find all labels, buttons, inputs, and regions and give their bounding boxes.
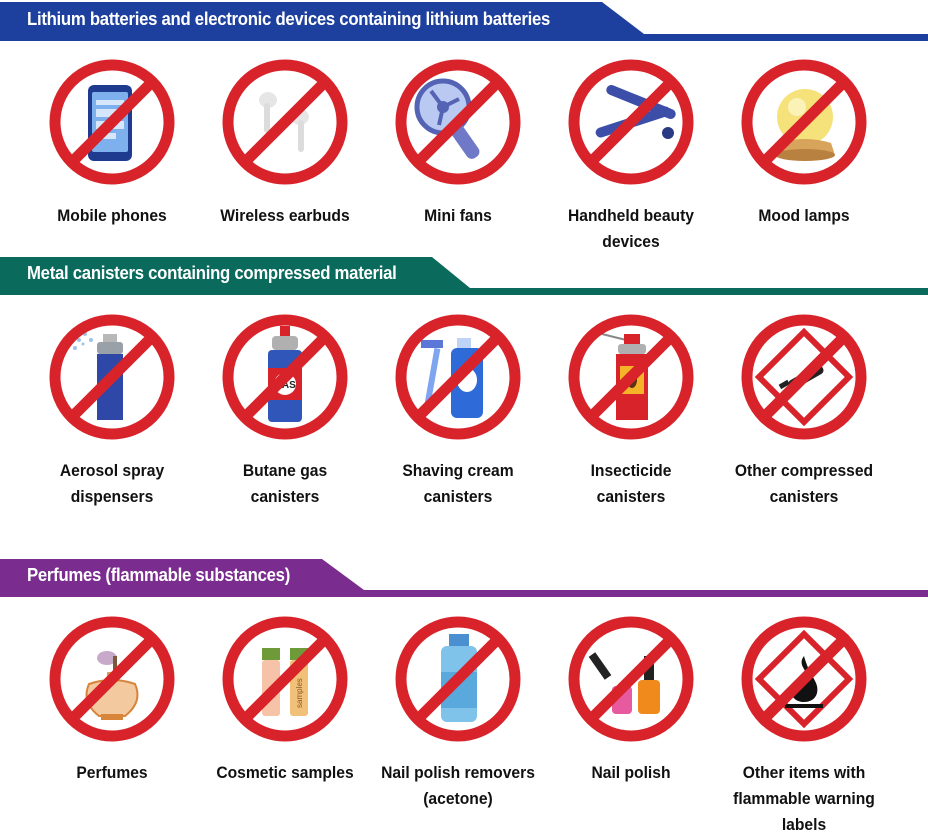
banner-shape: [0, 559, 928, 597]
item-label: Wireless earbuds: [220, 206, 350, 225]
banner-shape: [0, 2, 928, 41]
item-label: Handheld beauty devices: [567, 206, 695, 251]
item-label-line-2: (acetone): [423, 789, 493, 808]
section-banner-canisters: Metal canisters containing compressed ma…: [0, 257, 928, 301]
item-label: Mood lamps: [758, 206, 850, 225]
sample-text: samples: [295, 678, 304, 708]
cosmetic-samples-icon: samples: [222, 616, 348, 742]
item-label: Perfumes: [76, 763, 148, 782]
item-label-line-2: canisters: [250, 487, 320, 506]
item-label-line-1: Aerosol spray: [59, 461, 165, 480]
wireless-earbuds-icon: [222, 59, 348, 185]
section-banner-perfumes: Perfumes (flammable substances): [0, 559, 928, 603]
perfume-bottle-icon: [49, 616, 175, 742]
shaving-cream-icon: [395, 314, 521, 440]
gas-canister-icon: GAS: [222, 314, 348, 440]
gas-can-text: GAS: [274, 380, 296, 391]
insecticide-canister-icon: [568, 314, 694, 440]
item-label-line-1: Nail polish removers: [381, 763, 535, 782]
item-label: Nail polish: [591, 763, 671, 782]
item-label-line-2: dispensers: [70, 487, 154, 506]
mobile-phone-icon: [49, 59, 175, 185]
item-label-line-2: canisters: [596, 487, 666, 506]
item-label: Mobile phones: [57, 206, 167, 225]
mood-lamp-icon: [741, 59, 867, 185]
aerosol-spray-icon: [49, 314, 175, 440]
nail-polish-remover-icon: [395, 616, 521, 742]
section-title: Lithium batteries and electronic devices…: [27, 9, 551, 29]
item-label-line-1: Shaving cream: [402, 461, 514, 480]
section-title: Metal canisters containing compressed ma…: [27, 263, 397, 283]
nail-polish-icon: [568, 616, 694, 742]
item-label-line-2: flammable warning labels: [733, 789, 875, 834]
compressed-gas-hazard-icon: [741, 314, 867, 440]
item-label-line-2: canisters: [423, 487, 493, 506]
banner-shape: [0, 257, 928, 295]
item-label-line-2: canisters: [769, 487, 839, 506]
flammable-hazard-icon: [741, 616, 867, 742]
mini-fan-icon: [395, 59, 521, 185]
hair-straightener-icon: [568, 59, 694, 185]
item-label: Mini fans: [424, 206, 492, 225]
item-label-line-1: Butane gas: [242, 461, 328, 480]
section-title: Perfumes (flammable substances): [27, 565, 291, 585]
item-label-line-1: Other compressed: [734, 461, 874, 480]
item-label-line-1: Other items with: [742, 763, 866, 782]
item-label-line-1: Insecticide: [590, 461, 672, 480]
item-label: Cosmetic samples: [216, 763, 354, 782]
section-banner-lithium: Lithium batteries and electronic devices…: [0, 2, 928, 46]
